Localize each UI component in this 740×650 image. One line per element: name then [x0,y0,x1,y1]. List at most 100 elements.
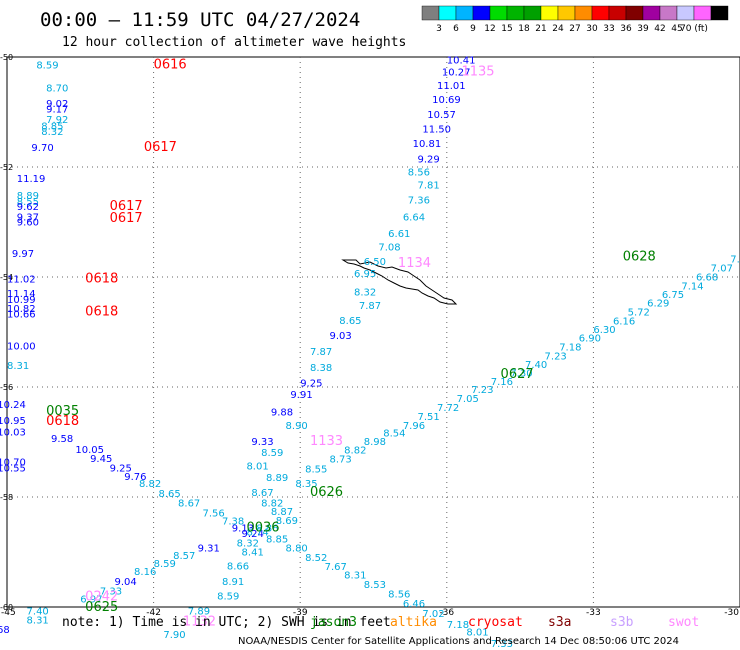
wave-height-value: 8.59 [217,591,239,602]
colorbar-swatch [574,5,593,21]
wave-height-value: 8.32 [354,288,376,299]
colorbar-swatch [591,5,610,21]
wave-height-value: 10.81 [413,139,442,150]
wave-height-value: 10.00 [7,342,36,353]
wave-height-value: 8.31 [344,570,366,581]
colorbar-tick-label: 27 [569,24,580,34]
colorbar-swatch [438,5,457,21]
wave-height-value: 9.02 [46,99,68,110]
wave-height-value: 8.57 [173,551,195,562]
pass-time-label: 0617 [110,211,143,226]
wave-height-value: 7.07 [711,264,733,275]
wave-height-value: 7.67 [325,562,347,573]
pass-time-label: 0036 [246,521,279,536]
colorbar-tick-label: 70 (ft) [680,24,708,34]
wave-height-value: 10.57 [427,110,456,121]
wave-height-value: 7.81 [417,180,439,191]
colorbar-swatch [557,5,576,21]
longitude-tick-label: -39 [293,608,308,618]
wave-height-value: 9.29 [417,155,439,166]
wave-height-value: 7.89 [188,607,210,618]
pass-time-label: 0628 [623,250,656,265]
wave-height-value: 9.58 [51,434,73,445]
longitude-axis-labels: -45 -42 -39 -36 -33 -30 [1,608,739,618]
wave-height-value: 8.66 [227,562,249,573]
colorbar-tick-label: 45 [671,24,682,34]
wave-height-value: 8.55 [305,464,327,475]
latitude-tick-label: -56 [0,383,13,392]
wave-height-value: 8.32 [237,539,259,550]
page-title: 00:00 – 11:59 UTC 04/27/2024 [40,9,360,31]
wave-height-value: 11.14 [7,289,36,300]
wave-height-value: 8.82 [344,446,366,457]
wave-height-value: 7.36 [408,195,430,206]
map-frame [6,56,740,608]
wave-height-value: 8.56 [408,167,430,178]
colorbar-tick-label: 36 [620,24,632,34]
wave-height-value: 10.99 [7,295,36,306]
wave-height-value: 9.04 [115,577,137,588]
note-text: note: 1) Time is in UTC; 2) SWH is in fe… [62,615,391,630]
pass-time-labels: 0616061706170617061806180618003500360625… [46,58,656,630]
wave-height-value: 7.40 [27,607,49,618]
wave-height-value: 10.66 [7,310,36,321]
legend-entry-altika: altika [390,615,437,630]
wave-height-value: 9.17 [46,105,68,116]
wave-height-value: 8.31 [27,616,49,627]
wave-height-value: 7.08 [378,243,400,254]
wave-height-value: 8.80 [286,543,308,554]
wave-height-value: 8.65 [158,489,180,500]
wave-height-value: 7.23 [471,385,493,396]
colorbar-swatch [642,5,661,21]
wave-height-value: 9.03 [330,331,352,342]
latitude-tick-label: -50 [0,53,13,62]
wave-height-value: 8.89 [266,473,288,484]
wave-height-value: 8.54 [383,429,405,440]
colorbar-swatch [455,5,474,21]
wave-height-value: 7.72 [437,403,459,414]
latitude-tick-label: -54 [0,273,13,282]
pass-time-label: 0625 [85,600,118,615]
wave-height-value: 6.50 [364,257,386,268]
wave-height-value: 7.18 [447,620,469,631]
wave-height-value: 9.33 [251,437,273,448]
longitude-tick-label: -33 [586,608,601,618]
wave-height-value: 8.55 [17,197,39,208]
wave-height-value: 7.33 [491,639,513,650]
pass-time-label: 0626 [310,485,343,500]
longitude-tick-label: -45 [1,608,16,618]
colorbar-swatch [659,5,678,21]
wave-height-value: 7.51 [417,412,439,423]
pass-time-label: 1134 [398,256,431,271]
south-georgia-island [341,259,458,305]
wave-height-value: 7.87 [310,347,332,358]
wave-height-value: 7.30 [510,369,532,380]
pass-time-label: 0618 [85,272,118,287]
colorbar-tick-label: 18 [518,24,530,34]
wave-height-value: 8.67 [251,488,273,499]
wave-height-value: 7.56 [202,508,224,519]
wave-height-value: 7.16 [491,377,513,388]
wave-height-value: 10.69 [432,95,461,106]
colorbar-swatch [625,5,644,21]
wave-height-value: 9.68 [0,625,10,636]
wave-height-value: 7.33 [100,586,122,597]
colorbar-swatch [608,5,627,21]
wave-height-value: 8.35 [295,479,317,490]
wave-height-value: 6.29 [647,299,669,310]
colorbar-swatch [506,5,525,21]
wave-height-value: 10.24 [0,400,26,411]
colorbar-tick-label: 6 [453,24,459,34]
pass-time-label: 0617 [110,199,143,214]
wave-height-value: 8.41 [242,547,264,558]
wave-height-value: 10.41 [447,56,476,67]
wave-height-value: 9.62 [17,202,39,213]
wave-height-value: 6.30 [593,325,615,336]
wave-height-value: 6.75 [662,290,684,301]
wave-height-value: 7.18 [559,343,581,354]
colorbar-tick-label: 15 [501,24,512,34]
wave-height-value: 7.38 [222,517,244,528]
wave-height-value: 9.60 [17,217,39,228]
wave-height-value: 11.19 [17,174,46,185]
